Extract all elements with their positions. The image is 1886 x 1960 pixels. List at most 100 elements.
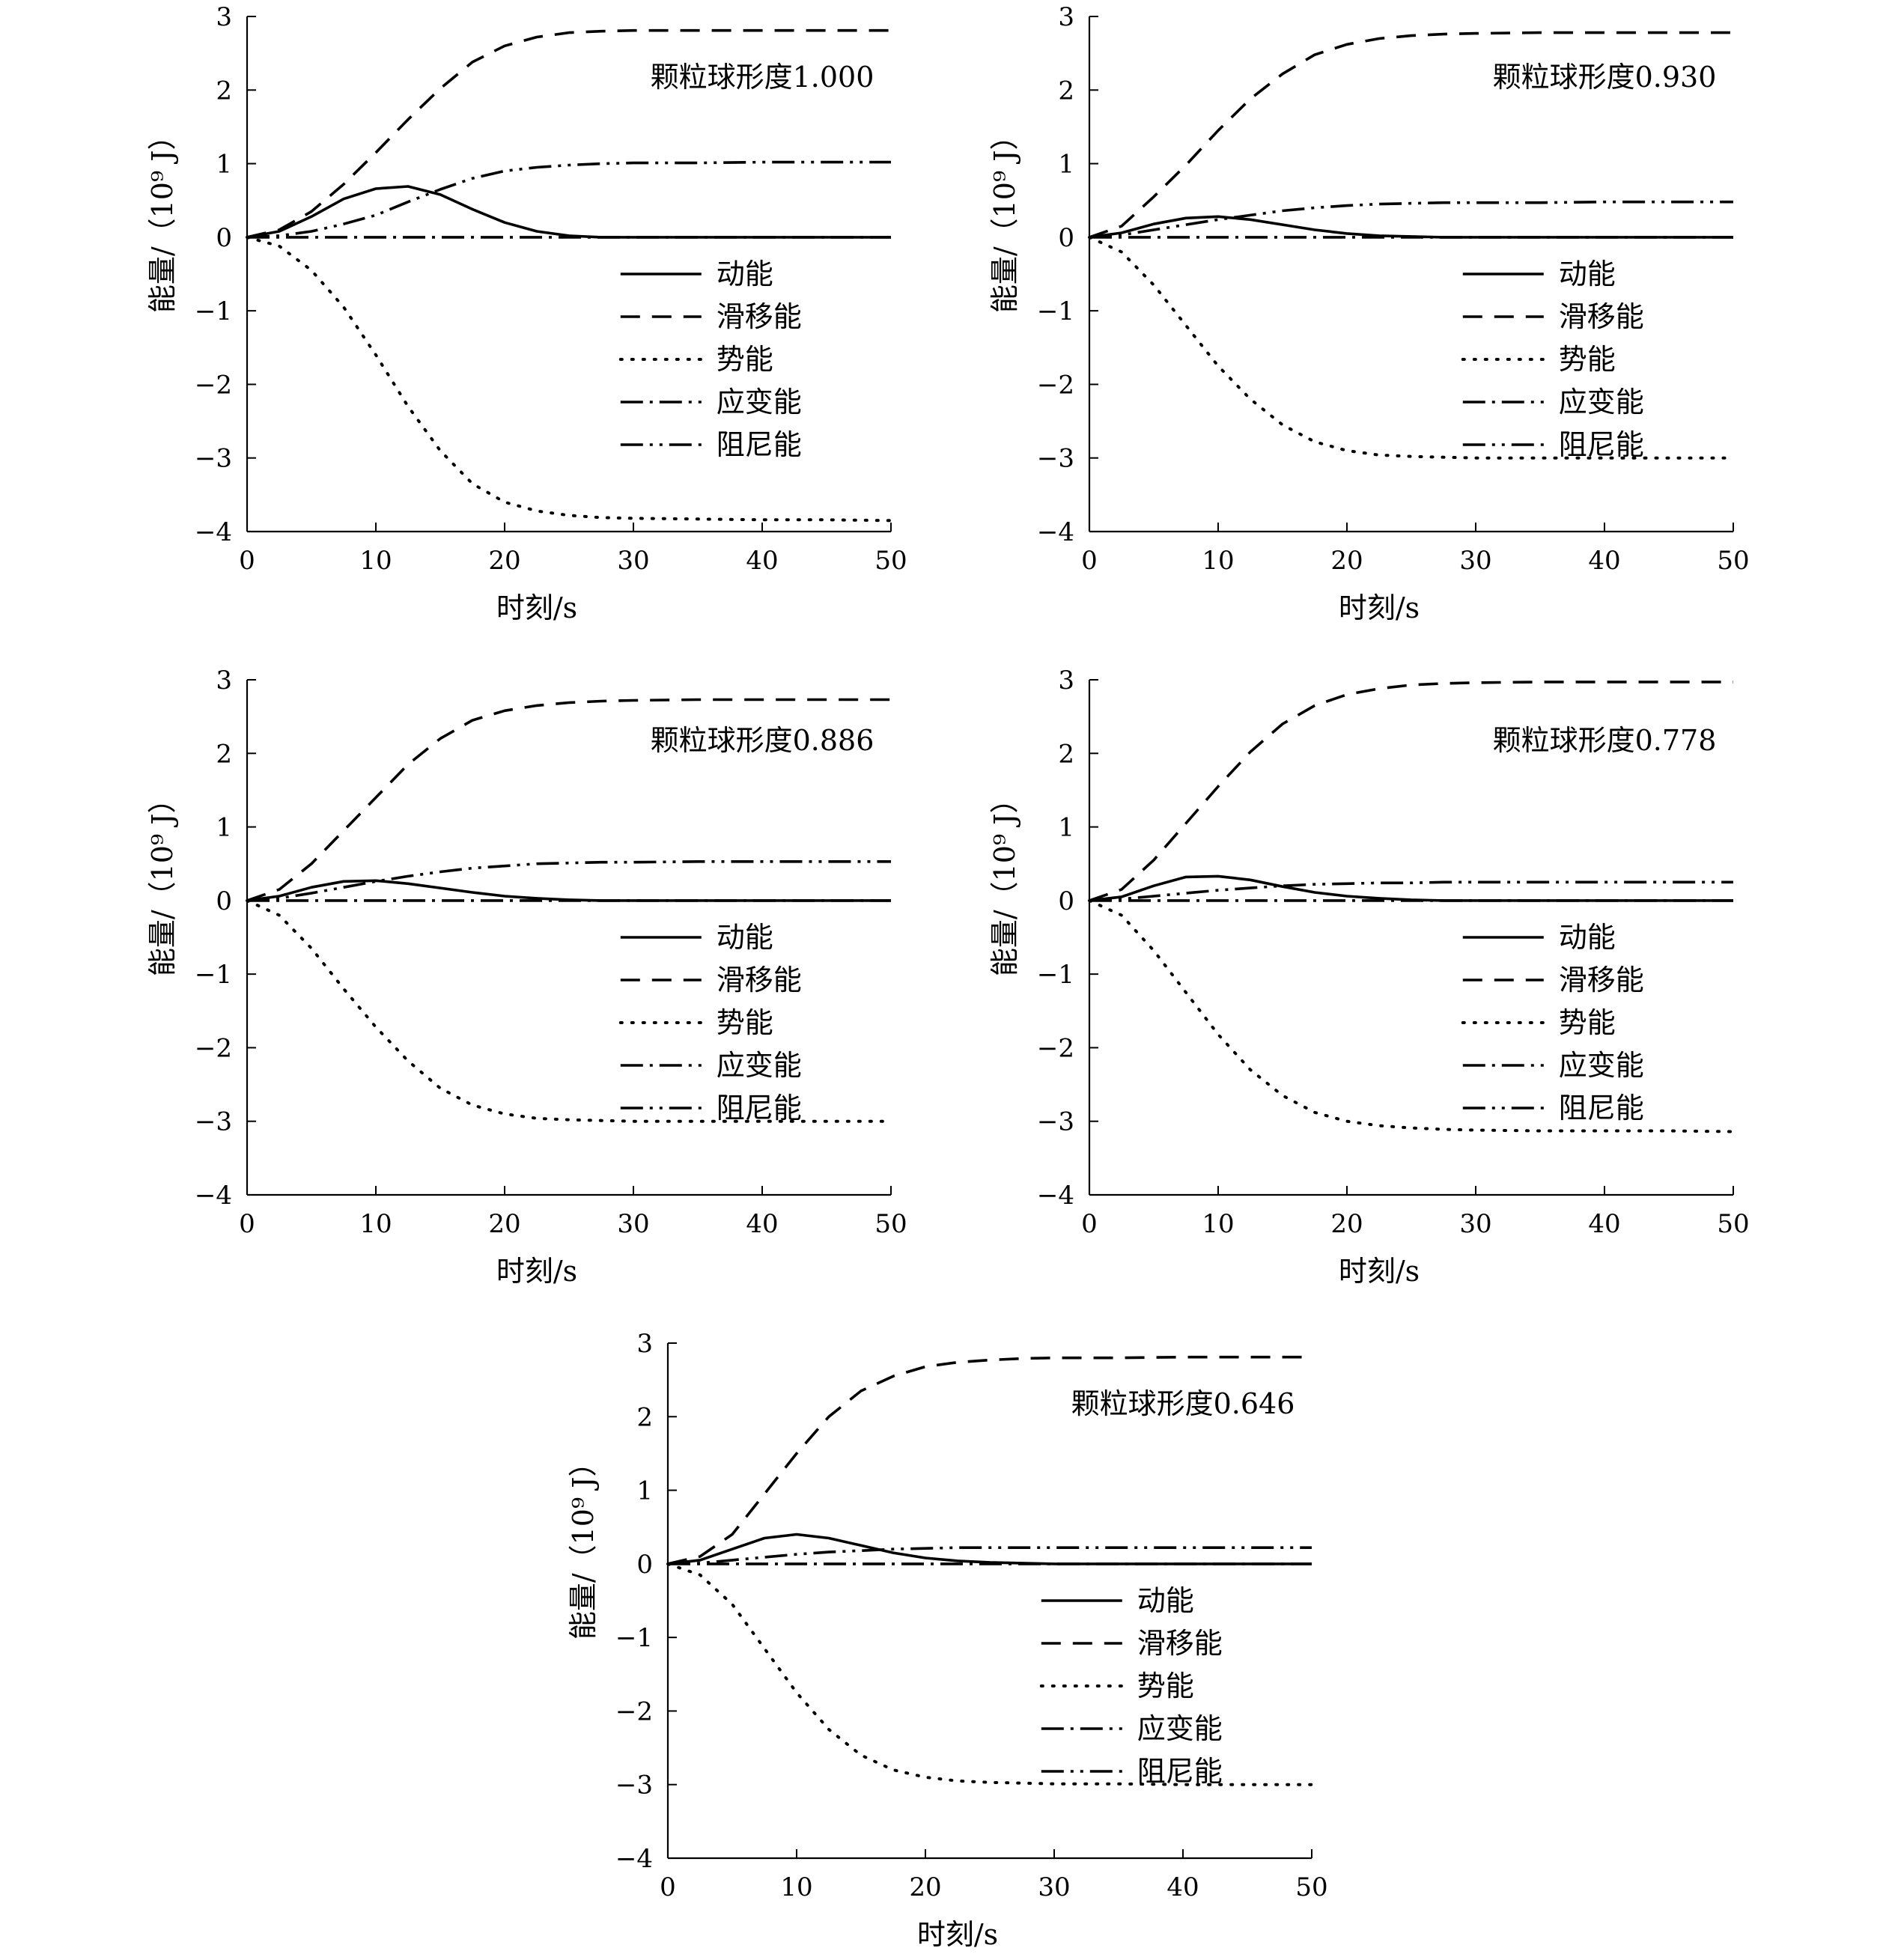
y-tick-label: −4: [195, 1181, 232, 1211]
x-tick-label: 30: [617, 546, 649, 576]
y-axis-label: 能量/（10⁹ J）: [988, 785, 1021, 976]
series-line-势能: [246, 235, 892, 523]
y-tick-label: −2: [195, 370, 232, 400]
series-line-动能: [667, 1533, 1312, 1565]
legend-label-阻尼能: 阻尼能: [717, 428, 802, 461]
legend-label-滑移能: 滑移能: [1559, 300, 1644, 333]
x-tick-label: 50: [1717, 1209, 1749, 1239]
x-axis-label: 时刻/s: [496, 1255, 577, 1288]
x-tick-label: 20: [488, 1209, 520, 1239]
y-tick-label: −2: [1037, 1033, 1074, 1063]
y-tick-label: 2: [636, 1402, 653, 1432]
x-tick-label: 10: [359, 546, 392, 576]
x-tick-label: 50: [1717, 546, 1749, 576]
y-axis-label: 能量/（10⁹ J）: [567, 1448, 600, 1640]
y-tick-label: 1: [1058, 813, 1074, 843]
legend-label-应变能: 应变能: [717, 1049, 802, 1082]
series-line-势能: [1088, 235, 1735, 460]
y-tick-label: −1: [1037, 296, 1074, 326]
legend-label-阻尼能: 阻尼能: [1137, 1755, 1223, 1788]
legend-label-滑移能: 滑移能: [717, 964, 802, 996]
series-line-动能: [1089, 874, 1733, 902]
series-line-势能: [666, 1562, 1313, 1786]
x-tick-label: 30: [1038, 1872, 1070, 1902]
legend-label-动能: 动能: [717, 258, 773, 290]
x-axis-label: 时刻/s: [917, 1918, 998, 1951]
x-tick-label: 20: [909, 1872, 941, 1902]
x-tick-label: 20: [1330, 546, 1363, 576]
y-tick-label: −3: [195, 444, 232, 474]
series-line-阻尼能: [1089, 200, 1733, 239]
series-line-动能: [246, 185, 891, 239]
y-tick-label: −2: [615, 1696, 653, 1726]
y-tick-label: −4: [1037, 517, 1074, 547]
x-tick-label: 10: [359, 1209, 392, 1239]
series-line-阻尼能: [246, 860, 891, 902]
legend-label-阻尼能: 阻尼能: [717, 1092, 802, 1124]
y-tick-label: −3: [615, 1771, 653, 1801]
x-tick-label: 50: [874, 1209, 907, 1239]
y-axis-label: 能量/（10⁹ J）: [146, 785, 179, 976]
x-axis-label: 时刻/s: [496, 591, 577, 624]
x-tick-label: 0: [239, 1209, 255, 1239]
legend-label-势能: 势能: [1559, 1006, 1616, 1039]
x-tick-label: 40: [1166, 1872, 1199, 1902]
y-tick-label: −3: [1037, 444, 1074, 474]
y-tick-label: 0: [636, 1550, 653, 1580]
y-tick-label: −1: [195, 296, 232, 326]
y-tick-label: 3: [636, 1329, 653, 1359]
y-tick-label: −4: [615, 1844, 653, 1874]
y-tick-label: −3: [195, 1107, 232, 1137]
y-tick-label: 1: [1058, 150, 1074, 180]
y-tick-label: −4: [195, 517, 232, 547]
x-tick-label: 0: [1081, 546, 1098, 576]
x-tick-label: 40: [746, 546, 778, 576]
legend-label-应变能: 应变能: [1559, 386, 1644, 419]
legend-label-应变能: 应变能: [1137, 1712, 1223, 1745]
sphericity-annotation: 颗粒球形度0.778: [1493, 724, 1717, 757]
legend-label-滑移能: 滑移能: [1559, 964, 1644, 996]
x-tick-label: 0: [239, 546, 255, 576]
x-tick-label: 20: [1330, 1209, 1363, 1239]
series-line-滑移能: [1089, 681, 1733, 902]
x-tick-label: 50: [1295, 1872, 1327, 1902]
y-tick-label: 2: [1058, 739, 1074, 769]
legend-label-势能: 势能: [1137, 1670, 1194, 1702]
y-tick-label: −4: [1037, 1181, 1074, 1211]
y-tick-label: 0: [216, 886, 232, 916]
y-tick-label: 0: [1058, 886, 1074, 916]
y-tick-label: −1: [1037, 960, 1074, 990]
y-tick-label: 2: [216, 739, 232, 769]
x-tick-label: 30: [1459, 1209, 1491, 1239]
series-line-动能: [1089, 215, 1733, 239]
y-tick-label: 3: [216, 666, 232, 696]
x-axis-label: 时刻/s: [1339, 1255, 1420, 1288]
legend-label-动能: 动能: [1559, 258, 1616, 290]
legend-label-应变能: 应变能: [1559, 1049, 1644, 1082]
series-line-滑移能: [246, 28, 891, 239]
y-tick-label: −1: [195, 960, 232, 990]
legend-label-势能: 势能: [717, 343, 773, 376]
legend-label-滑移能: 滑移能: [717, 300, 802, 333]
y-tick-label: 3: [1058, 666, 1074, 696]
series-line-势能: [246, 898, 892, 1123]
legend-label-动能: 动能: [1559, 921, 1616, 954]
series-line-阻尼能: [1089, 880, 1733, 902]
sphericity-annotation: 颗粒球形度1.000: [651, 61, 874, 94]
y-tick-label: 3: [216, 2, 232, 32]
series-line-势能: [1088, 898, 1735, 1133]
legend-label-势能: 势能: [717, 1006, 773, 1039]
x-tick-label: 10: [1202, 1209, 1234, 1239]
legend-label-阻尼能: 阻尼能: [1559, 428, 1644, 461]
y-tick-label: 0: [216, 223, 232, 253]
x-axis-label: 时刻/s: [1339, 591, 1420, 624]
